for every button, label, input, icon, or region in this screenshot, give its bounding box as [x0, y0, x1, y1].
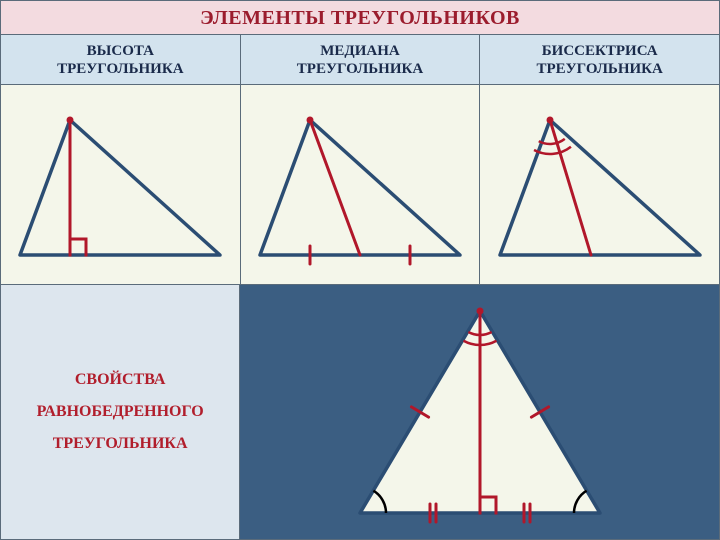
- header-altitude: ВЫСОТАТРЕУГОЛЬНИКА: [1, 35, 241, 84]
- bottom-row: СВОЙСТВАРАВНОБЕДРЕННОГОТРЕУГОЛЬНИКА: [1, 285, 719, 539]
- header-row: ВЫСОТАТРЕУГОЛЬНИКА МЕДИАНАТРЕУГОЛЬНИКА Б…: [1, 35, 719, 85]
- properties-label: СВОЙСТВАРАВНОБЕДРЕННОГОТРЕУГОЛЬНИКА: [1, 285, 240, 539]
- header-median: МЕДИАНАТРЕУГОЛЬНИКА: [241, 35, 481, 84]
- figure-row: [1, 85, 719, 285]
- page-title: ЭЛЕМЕНТЫ ТРЕУГОЛЬНИКОВ: [1, 1, 719, 35]
- figure-altitude: [1, 85, 241, 284]
- header-bisector: БИССЕКТРИСАТРЕУГОЛЬНИКА: [480, 35, 719, 84]
- figure-median: [241, 85, 481, 284]
- figure-bisector: [480, 85, 719, 284]
- figure-isosceles: [240, 285, 719, 539]
- wrapper: ЭЛЕМЕНТЫ ТРЕУГОЛЬНИКОВ ВЫСОТАТРЕУГОЛЬНИК…: [0, 0, 720, 540]
